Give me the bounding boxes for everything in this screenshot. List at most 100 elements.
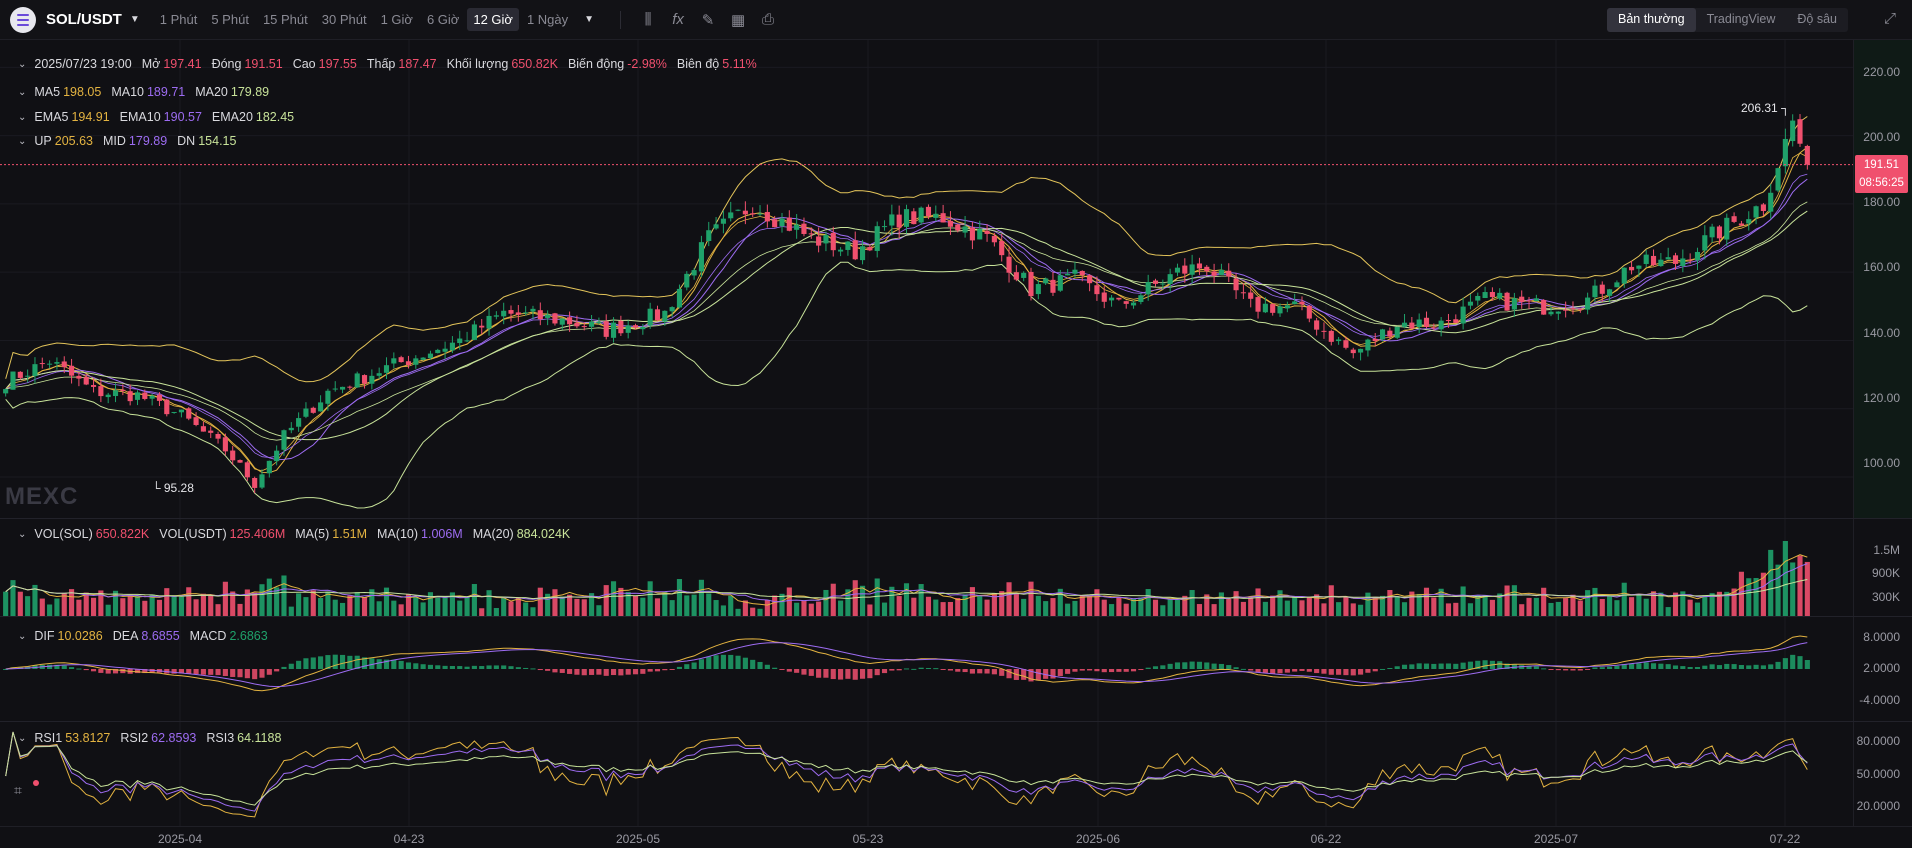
draw-pencil-icon[interactable]: ✎	[701, 11, 715, 29]
volume-bar	[911, 597, 917, 616]
collapse-chevron-icon[interactable]: ⌄	[18, 135, 27, 147]
macd-histogram-bar	[420, 664, 426, 669]
interval-15m[interactable]: 15 Phút	[262, 12, 308, 27]
macd-histogram-bar	[405, 662, 412, 669]
macd-histogram-bar	[47, 664, 53, 669]
collapse-chevron-icon[interactable]: ⌄	[18, 528, 27, 540]
interval-1m[interactable]: 1 Phút	[159, 12, 198, 27]
view-standard-button[interactable]: Bản thường	[1606, 8, 1696, 32]
volume-bar	[369, 589, 375, 616]
volume-bar	[1050, 598, 1056, 616]
macd-histogram-bar	[545, 669, 551, 671]
volume-bar	[1621, 582, 1627, 616]
candle-body	[1365, 339, 1371, 351]
candle-body	[39, 363, 45, 365]
caret-down-icon[interactable]: ▼	[129, 14, 140, 25]
ma10-label: MA10	[111, 85, 144, 99]
macd-histogram-bar	[1592, 667, 1598, 669]
candle-body	[259, 474, 265, 488]
macd-histogram-bar	[1284, 669, 1290, 673]
candle-body	[1109, 297, 1115, 301]
candle-body	[479, 325, 485, 328]
candle-body	[1519, 296, 1525, 302]
macd-histogram-bar	[1387, 667, 1393, 669]
interval-5m[interactable]: 5 Phút	[211, 12, 249, 27]
volume-bar	[1028, 581, 1034, 616]
candle-body	[413, 358, 419, 365]
collapse-chevron-icon[interactable]: ⌄	[18, 732, 27, 744]
view-tradingview-button[interactable]: TradingView	[1706, 12, 1776, 26]
macd-histogram-bar	[991, 669, 997, 675]
macd-axis[interactable]: 8.0000 2.0000 -4.0000	[1853, 617, 1912, 721]
rsi-tick: 50.0000	[1856, 767, 1900, 781]
volume-bar	[427, 592, 434, 616]
interval-1d[interactable]: 1 Ngày	[526, 12, 569, 27]
candle-type-icon[interactable]: ⫼	[644, 11, 652, 28]
macd-histogram-bar	[1152, 666, 1159, 669]
macd-histogram-bar	[750, 659, 756, 669]
macd-histogram-bar	[1189, 661, 1195, 669]
candle-body	[1621, 267, 1627, 284]
volume-bar	[1233, 591, 1239, 616]
volume-bar	[933, 599, 939, 616]
candle-body	[1006, 256, 1012, 273]
volume-bar	[3, 591, 9, 616]
volume-bar	[1804, 561, 1810, 616]
macd-histogram-bar	[1050, 669, 1056, 679]
rsi-axis[interactable]: 80.0000 50.0000 20.0000	[1853, 722, 1912, 826]
macd-histogram-bar	[1401, 664, 1408, 669]
camera-icon[interactable]: ⎙	[762, 11, 775, 28]
fullscreen-icon[interactable]: ⤢	[1883, 10, 1896, 27]
volume-bar	[1577, 600, 1583, 616]
macd-histogram-bar	[1379, 668, 1386, 670]
volume-bar	[1504, 585, 1510, 616]
macd-histogram-bar	[230, 669, 236, 677]
volume-bar	[1438, 588, 1444, 616]
layout-grid-icon[interactable]: ▦	[730, 11, 746, 29]
price-axis[interactable]: 220.00 200.00 180.00 160.00 140.00 120.0…	[1853, 40, 1912, 518]
candle-body	[1284, 305, 1290, 309]
candle-body	[1533, 298, 1539, 302]
macd-histogram-bar	[684, 664, 690, 669]
macd-histogram-bar	[808, 669, 814, 676]
candle-body	[142, 392, 148, 399]
collapse-chevron-icon[interactable]: ⌄	[18, 86, 27, 98]
rsi-tick: 20.0000	[1856, 799, 1900, 813]
interval-more-icon[interactable]: ▼	[584, 14, 595, 25]
volume-bar	[574, 598, 580, 616]
candle-body	[1541, 300, 1547, 315]
collapse-chevron-icon[interactable]: ⌄	[18, 58, 27, 70]
volume-bar	[610, 581, 617, 616]
view-depth-button[interactable]: Độ sâu	[1797, 12, 1837, 26]
vol-sol-value: 650.822K	[95, 527, 150, 541]
collapse-chevron-icon[interactable]: ⌄	[18, 630, 27, 642]
volume-axis[interactable]: 1.5M 900K 300K	[1853, 519, 1912, 616]
interval-12h[interactable]: 12 Giờ	[467, 8, 519, 31]
macd-histogram-bar	[969, 669, 975, 674]
kline-chart[interactable]	[0, 40, 1853, 826]
volume-bar	[296, 593, 302, 616]
candle-body	[1504, 292, 1510, 311]
rsi3-label: RSI3	[206, 731, 235, 745]
volume-bar	[90, 597, 97, 616]
interval-1h[interactable]: 1 Giờ	[380, 12, 413, 27]
macd-histogram-bar	[867, 669, 873, 679]
indicator-fx-icon[interactable]: fx	[672, 11, 684, 28]
macd-histogram-bar	[449, 666, 455, 669]
candle-body	[808, 233, 814, 235]
macd-histogram-bar	[977, 669, 983, 674]
interval-6h[interactable]: 6 Giờ	[426, 12, 460, 27]
candle-body	[1087, 275, 1093, 284]
volume-bar	[76, 599, 82, 616]
collapse-chevron-icon[interactable]: ⌄	[18, 111, 27, 123]
macd-histogram-bar	[955, 669, 961, 672]
time-axis[interactable]: 2025-04 04-23 2025-05 05-23 2025-06 06-2…	[0, 826, 1912, 848]
price-tick: 200.00	[1863, 130, 1900, 144]
candle-body	[1262, 303, 1268, 313]
macd-histogram-bar	[742, 657, 748, 669]
candle-body	[391, 358, 397, 364]
drawing-tools-icon[interactable]: ⌗	[14, 780, 39, 804]
interval-30m[interactable]: 30 Phút	[321, 12, 367, 27]
macd-histogram-bar	[1782, 658, 1788, 669]
pair-selector[interactable]: SOL/USDT	[46, 11, 122, 28]
